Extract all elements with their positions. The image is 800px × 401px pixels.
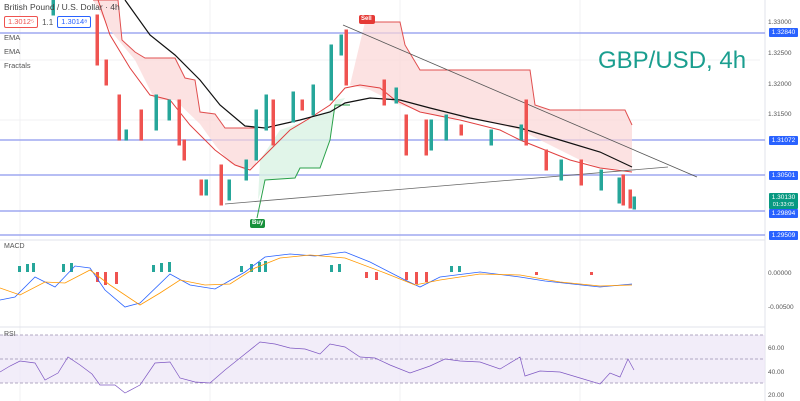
spread-value: 1.1: [42, 17, 54, 27]
indicator-fractals[interactable]: Fractals: [4, 61, 31, 70]
last-price-tag: 1.30130 01:33:05: [769, 193, 798, 209]
last-price: 1.30130: [771, 194, 796, 201]
buy-signal: [250, 219, 265, 228]
ask-price-button[interactable]: 1.3014⁸: [57, 16, 92, 28]
supertrend-bullish-fill: [258, 98, 345, 200]
level-tag: 1.30501: [769, 171, 798, 180]
indicator-ema-1[interactable]: EMA: [4, 33, 21, 42]
macd-line: [0, 251, 633, 308]
overlay-title: GBP/USD, 4h: [598, 47, 747, 74]
candles: [51, 0, 636, 210]
level-tag: 1.29894: [769, 209, 798, 218]
buy-label: Buy: [252, 220, 264, 226]
level-tag: 1.29509: [769, 231, 798, 240]
price-tick: 1.33000: [768, 19, 792, 26]
rsi-tick: 20.00: [768, 392, 785, 399]
bid-price-button[interactable]: 1.3012⁵: [4, 16, 39, 28]
level-tag: 1.32840: [769, 28, 798, 37]
price-tick: 1.32000: [768, 81, 792, 88]
macd-label[interactable]: MACD: [4, 243, 25, 250]
macd-histogram: [18, 261, 593, 285]
supertrend-bearish-fill: [93, 0, 256, 170]
macd-signal-line: [0, 254, 633, 306]
chart-legend: British Pound / U.S. Dollar · 4h 1.3012⁵…: [4, 2, 120, 70]
macd-tick: -0.00500: [768, 304, 794, 311]
symbol-title: British Pound / U.S. Dollar · 4h: [4, 2, 120, 12]
price-tick: 1.32500: [768, 50, 792, 57]
price-tick: 1.31500: [768, 111, 792, 118]
sell-signal: [359, 15, 375, 24]
countdown: 01:33:05: [772, 202, 795, 208]
rsi-label[interactable]: RSI: [4, 331, 16, 338]
sell-label: Sell: [361, 16, 372, 22]
rsi-line: [0, 341, 635, 394]
rsi-tick: 60.00: [768, 345, 785, 352]
ascending-trendline: [224, 166, 669, 205]
level-tag: 1.31072: [769, 136, 798, 145]
indicator-ema-2[interactable]: EMA: [4, 47, 21, 56]
macd-tick: 0.00000: [768, 270, 792, 277]
rsi-tick: 40.00: [768, 369, 785, 376]
descending-trendline: [342, 24, 698, 178]
